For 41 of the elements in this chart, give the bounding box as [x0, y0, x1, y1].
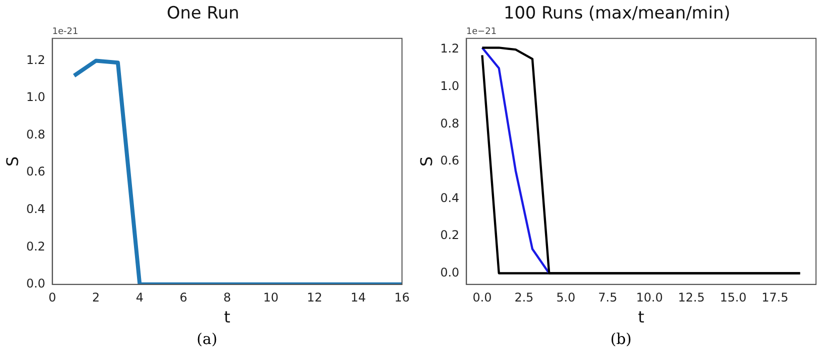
y-tick-label: 1.2	[440, 42, 460, 56]
x-axis-title: t	[638, 308, 644, 327]
y-tick-label: 0.8	[26, 127, 46, 142]
x-tick-label: 5.0	[556, 290, 576, 305]
y-tick-label: 1.2	[26, 52, 46, 67]
chart-title: 100 Runs (max/mean/min)	[504, 4, 730, 24]
x-tick-label: 10.0	[636, 290, 663, 305]
x-tick-label: 16	[394, 290, 410, 305]
y-tick-label: 0.6	[26, 164, 46, 179]
x-axis-title: t	[224, 308, 230, 327]
chart-title: One Run	[166, 4, 240, 24]
y-tick-label: 1.0	[440, 78, 460, 93]
text: 1e-21	[52, 27, 78, 38]
y-tick-label: 0.4	[26, 202, 46, 216]
x-tick-label: 12.5	[678, 290, 705, 305]
y-tick-label: 0.0	[440, 265, 460, 280]
x-tick-label: 10	[263, 290, 278, 305]
text: (b)	[609, 329, 633, 350]
y-tick-label: 0.2	[440, 228, 460, 242]
y-tick-label: 1.0	[26, 90, 46, 104]
text: (a)	[196, 329, 218, 350]
y-tick-label: 0.0	[26, 276, 46, 291]
x-tick-label: 17.5	[762, 290, 788, 305]
x-tick-label: 0	[48, 290, 56, 305]
x-tick-label: 14	[350, 290, 366, 305]
x-tick-label: 15.0	[720, 290, 747, 305]
y-axis-title: S	[416, 156, 436, 166]
x-tick-label: 8	[223, 290, 231, 305]
x-tick-label: 12	[306, 290, 322, 305]
x-tick-label: 4	[136, 290, 144, 305]
x-tick-label: 2.5	[514, 290, 534, 305]
y-tick-label: 0.2	[26, 239, 46, 254]
y-tick-label: 0.8	[440, 116, 460, 130]
text: 1e−21	[466, 27, 497, 38]
x-tick-label: 2	[92, 290, 100, 305]
x-tick-label: 0.0	[472, 290, 492, 305]
y-axis-title: S	[2, 156, 22, 166]
y-tick-label: 0.4	[440, 190, 460, 205]
y-tick-label: 0.6	[440, 154, 460, 168]
x-tick-label: 7.5	[598, 290, 618, 305]
x-tick-label: 6	[180, 290, 188, 305]
